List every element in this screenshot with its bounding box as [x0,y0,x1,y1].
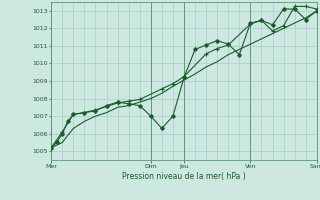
X-axis label: Pression niveau de la mer( hPa ): Pression niveau de la mer( hPa ) [122,172,246,181]
